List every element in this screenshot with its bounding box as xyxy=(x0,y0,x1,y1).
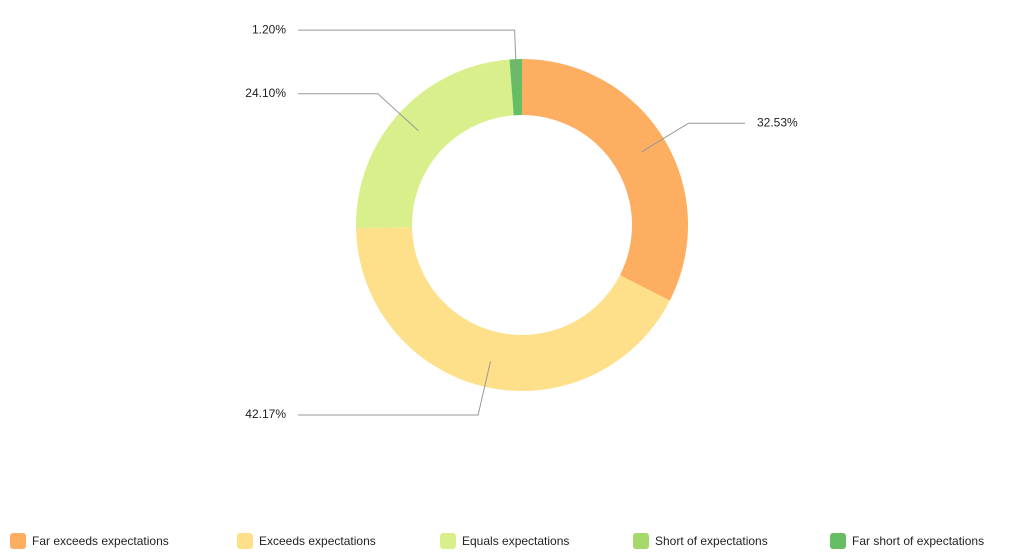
legend-swatch xyxy=(830,533,846,549)
leader-line xyxy=(298,93,419,132)
leader-line xyxy=(298,29,518,86)
legend-swatch xyxy=(633,533,649,549)
legend-swatch xyxy=(10,533,26,549)
data-label: 1.20% xyxy=(252,22,286,36)
legend-label: Short of expectations xyxy=(655,534,768,548)
legend-label: Far exceeds expectations xyxy=(32,534,169,548)
leader-line xyxy=(298,361,491,416)
legend-swatch xyxy=(237,533,253,549)
legend-swatch xyxy=(440,533,456,549)
data-label: 42.17% xyxy=(245,407,286,421)
donut-slice xyxy=(509,59,522,116)
leader-line xyxy=(641,122,745,153)
data-label: 32.53% xyxy=(757,115,798,129)
data-label: 24.10% xyxy=(245,86,286,100)
legend-label: Equals expectations xyxy=(462,534,569,548)
donut-slice xyxy=(356,59,514,229)
legend-label: Exceeds expectations xyxy=(259,534,376,548)
donut-slice xyxy=(356,227,670,392)
donut-slice xyxy=(522,59,688,301)
legend-label: Far short of expectations xyxy=(852,534,984,548)
